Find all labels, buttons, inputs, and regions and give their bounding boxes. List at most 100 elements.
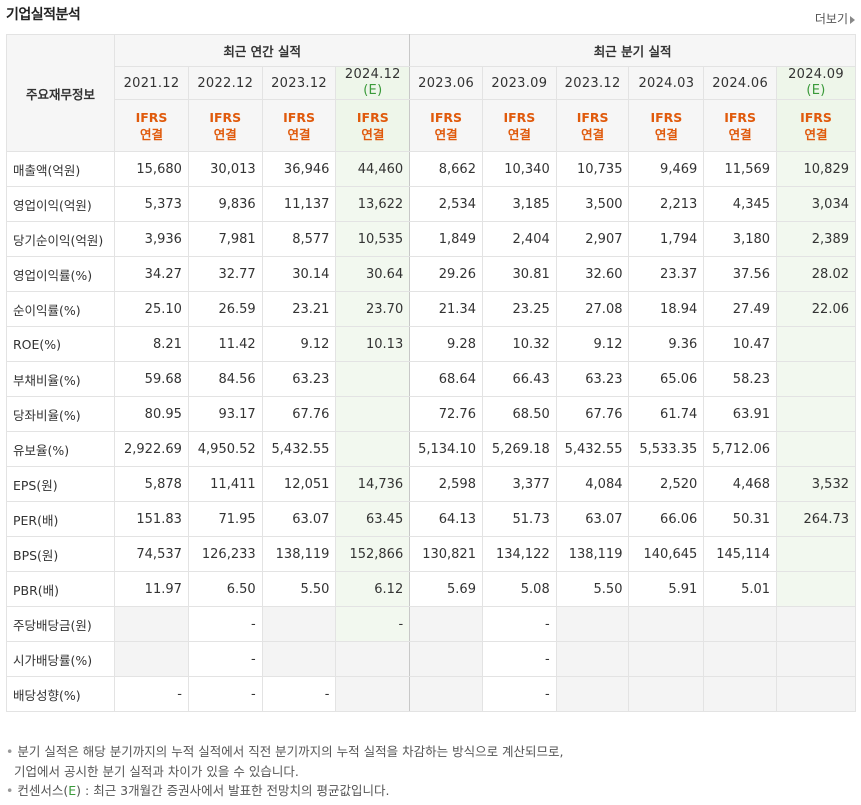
consolidated-label: 연결 [804,126,828,142]
consolidated-label: 연결 [654,126,678,142]
ifrs-label: IFRS [503,109,536,125]
period-header: 2023.12 [555,66,630,100]
table-cell: 2,598 [409,466,483,502]
row-label: 주당배당금(원) [5,606,116,642]
table-cell: 5,533.35 [628,431,705,467]
table-cell: 5.01 [703,571,778,607]
ifrs-label: IFRS [209,109,242,125]
table-cell: 9.12 [555,326,630,362]
row-label: 시가배당률(%) [5,641,116,677]
row-label: PBR(배) [5,571,116,607]
table-cell: 63.91 [703,396,778,432]
table-cell: 66.06 [628,501,705,537]
table-cell [555,606,630,642]
period-label: 2021.12 [123,75,180,91]
table-cell: 5.08 [481,571,557,607]
table-row: 당좌비율(%) 80.95 93.17 67.76 72.76 68.50 67.76 61.… [5,396,856,432]
table-cell: 50.31 [703,501,778,537]
table-cell: 66.43 [481,361,557,397]
consolidated-label: 연결 [287,126,311,142]
consolidated-label: 연결 [728,126,752,142]
group-annual-header: 최근 연간 실적 [114,34,411,67]
accounting-standard: IFRS 연결 [628,99,705,152]
table-cell: 67.76 [555,396,630,432]
table-cell: - [481,641,557,677]
table-cell: 63.45 [335,501,411,537]
table-cell: 72.76 [409,396,483,432]
row-label: 부채비율(%) [5,361,116,397]
table-cell: 14,736 [335,466,411,502]
table-cell: 10.47 [703,326,778,362]
table-cell: 2,907 [555,221,630,257]
table-cell: 10,340 [481,151,557,187]
accounting-standard: IFRS 연결 [187,99,263,152]
more-link[interactable]: 더보기 [815,10,855,27]
table-cell: - [481,606,557,642]
table-cell [409,676,483,712]
period-header: 2023.06 [409,66,483,100]
table-cell: 1,849 [409,221,483,257]
table-cell: 5,878 [114,466,189,502]
accounting-standard: IFRS 연결 [409,99,483,152]
ifrs-label: IFRS [430,109,462,125]
table-cell: 151.83 [114,501,189,537]
table-cell: 15,680 [114,151,189,187]
table-cell [335,431,411,467]
period-label: 2024.12 [344,67,401,82]
table-cell: 21.34 [409,291,483,327]
table-cell [261,606,337,642]
row-label: 유보율(%) [5,431,116,467]
table-cell: 30,013 [187,151,263,187]
table-cell: 5.91 [628,571,705,607]
period-header: 2024.12 (E) [335,66,411,100]
table-cell [703,641,778,677]
table-cell: 59.68 [114,361,189,397]
table-cell [555,676,630,712]
table-cell: 32.77 [187,256,263,292]
table-row: 부채비율(%) 59.68 84.56 63.23 68.64 66.43 63.23 65.… [5,361,856,397]
consolidated-label: 연결 [434,126,458,142]
table-cell: 74,537 [114,536,189,572]
table-cell [703,606,778,642]
table-cell: 27.08 [555,291,630,327]
table-cell: 5.50 [261,571,337,607]
accounting-standard: IFRS 연결 [776,99,856,152]
table-cell: 80.95 [114,396,189,432]
period-header: 2024.09 (E) [776,66,856,100]
period-header: 2023.09 [481,66,557,100]
estimate-mark: (E) [806,83,826,98]
table-cell [409,641,483,677]
table-cell: 5.50 [555,571,630,607]
period-header: 2022.12 [187,66,263,100]
table-cell: 12,051 [261,466,337,502]
table-cell: 11,569 [703,151,778,187]
table-cell: 10.32 [481,326,557,362]
table-cell [776,536,856,572]
table-cell: 63.07 [555,501,630,537]
table-row: ROE(%) 8.21 11.42 9.12 10.13 9.28 10.32 9.12 9.3… [5,326,856,362]
table-cell: 5,134.10 [409,431,483,467]
accounting-standard: IFRS 연결 [703,99,778,152]
table-cell: 9,469 [628,151,705,187]
table-cell [335,641,411,677]
table-cell: 58.23 [703,361,778,397]
table-cell: 11,411 [187,466,263,502]
table-cell [628,676,705,712]
chevron-right-icon [850,15,855,24]
table-cell: 10,735 [555,151,630,187]
row-label: 당좌비율(%) [5,396,116,432]
table-cell: 140,645 [628,536,705,572]
table-cell: 64.13 [409,501,483,537]
table-cell: 4,345 [703,186,778,222]
table-cell: 8.21 [114,326,189,362]
table-row: PBR(배) 11.97 6.50 5.50 6.12 5.69 5.08 5.50 5.91 5… [5,571,856,607]
consolidated-label: 연결 [361,126,385,142]
period-label: 2023.12 [271,75,327,91]
row-label: 순이익률(%) [5,291,116,327]
table-cell: 10.13 [335,326,411,362]
row-label: 영업이익(억원) [5,186,116,222]
footnotes: • 분기 실적은 해당 분기까지의 누적 실적에서 직전 분기까지의 누적 실적… [6,742,564,801]
table-cell: 4,950.52 [187,431,263,467]
period-label: 2024.06 [712,75,769,91]
table-cell [776,396,856,432]
